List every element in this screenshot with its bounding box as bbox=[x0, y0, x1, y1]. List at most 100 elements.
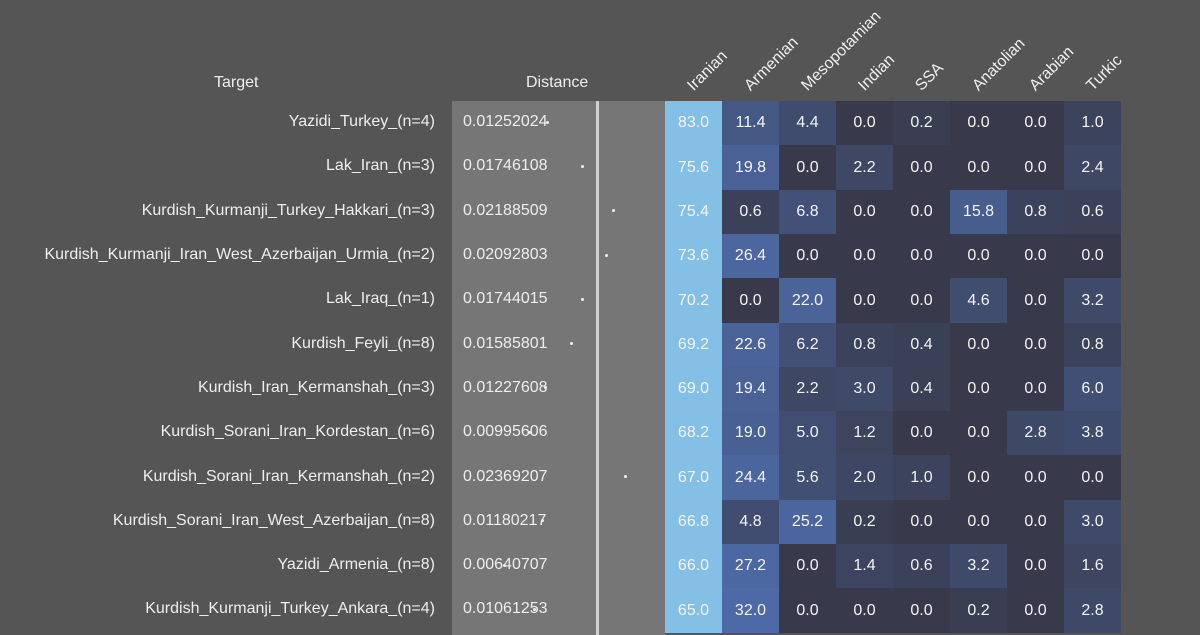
heatmap-cell: 1.2 bbox=[836, 411, 893, 456]
heatmap-cell: 1.0 bbox=[1064, 101, 1121, 146]
heatmap-cell: 66.8 bbox=[665, 499, 722, 545]
heatmap-cell: 0.0 bbox=[836, 233, 893, 279]
heatmap-cell: 19.8 bbox=[722, 145, 779, 191]
row-target-label: Kurdish_Iran_Kermanshah_(n=3) bbox=[197, 378, 435, 396]
column-header-ssa: SSA bbox=[912, 59, 947, 95]
heatmap-cell: 2.0 bbox=[836, 455, 893, 501]
heatmap-cell: 0.4 bbox=[893, 366, 950, 412]
heatmap-cell: 66.0 bbox=[665, 544, 722, 589]
heatmap-cell: 67.0 bbox=[665, 455, 722, 501]
heatmap-cell: 83.0 bbox=[665, 101, 722, 146]
heatmap-cell: 0.0 bbox=[1064, 455, 1121, 501]
column-header-armenian: Armenian bbox=[741, 33, 802, 95]
distance-column-header: Distance bbox=[526, 74, 589, 91]
heatmap-cell: 1.0 bbox=[893, 455, 950, 501]
heatmap-cell: 3.8 bbox=[1064, 411, 1121, 456]
heatmap-cell: 0.0 bbox=[893, 145, 950, 191]
column-header-anatolian: Anatolian bbox=[969, 35, 1029, 95]
row-target-label: Lak_Iraq_(n=1) bbox=[326, 290, 435, 308]
heatmap-cell: 70.2 bbox=[665, 278, 722, 323]
heatmap-cell: 73.6 bbox=[665, 233, 722, 279]
heatmap-cell: 0.0 bbox=[893, 278, 950, 323]
heatmap-cell: 65.0 bbox=[665, 588, 722, 634]
distance-dot bbox=[580, 164, 584, 168]
row-distance-value: 0.01061253 bbox=[463, 600, 548, 618]
heatmap-cell: 5.6 bbox=[779, 455, 836, 501]
column-header-arabian: Arabian bbox=[1026, 43, 1078, 95]
distance-dot bbox=[546, 120, 550, 124]
heatmap-cell: 0.6 bbox=[722, 189, 779, 235]
heatmap-cell: 0.0 bbox=[950, 101, 1007, 146]
heatmap-cell: 0.0 bbox=[893, 411, 950, 456]
heatmap-cell: 1.4 bbox=[836, 544, 893, 589]
column-header-iranian: Iranian bbox=[684, 47, 731, 95]
heatmap-cell: 0.6 bbox=[893, 544, 950, 589]
heatmap-cell: 2.4 bbox=[1064, 145, 1121, 191]
target-column-header: Target bbox=[214, 74, 259, 91]
heatmap-cell: 4.8 bbox=[722, 499, 779, 545]
row-target-label: Kurdish_Kurmanji_Turkey_Ankara_(n=4) bbox=[145, 600, 435, 618]
heatmap-cell: 69.0 bbox=[665, 366, 722, 412]
heatmap-cell: 0.2 bbox=[950, 588, 1007, 634]
heatmap-cell: 0.0 bbox=[1064, 233, 1121, 279]
heatmap-cell: 2.2 bbox=[836, 145, 893, 191]
distance-dot bbox=[503, 563, 507, 567]
heatmap-cell: 0.0 bbox=[1007, 366, 1064, 412]
heatmap-cell: 0.0 bbox=[1007, 145, 1064, 191]
heatmap-cell: 6.0 bbox=[1064, 366, 1121, 412]
heatmap-cell: 0.8 bbox=[1064, 322, 1121, 368]
heatmap-cell: 0.0 bbox=[950, 499, 1007, 545]
row-distance-value: 0.01252024 bbox=[463, 113, 548, 131]
row-distance-value: 0.01585801 bbox=[463, 334, 548, 352]
heatmap-cell: 0.0 bbox=[950, 233, 1007, 279]
heatmap-cell: 0.2 bbox=[893, 101, 950, 146]
heatmap-cell: 0.0 bbox=[1007, 101, 1064, 146]
heatmap-cell: 4.6 bbox=[950, 278, 1007, 323]
distance-dot bbox=[580, 297, 584, 301]
heatmap-cell: 0.0 bbox=[950, 366, 1007, 412]
heatmap-cell: 0.0 bbox=[1007, 233, 1064, 279]
heatmap-cell: 0.0 bbox=[893, 499, 950, 545]
heatmap-cell: 3.0 bbox=[836, 366, 893, 412]
distance-dot bbox=[544, 386, 548, 390]
heatmap-cell: 22.0 bbox=[779, 278, 836, 323]
row-distance-value: 0.02092803 bbox=[463, 246, 548, 264]
heatmap-cell: 3.2 bbox=[1064, 278, 1121, 323]
heatmap-cell: 0.0 bbox=[893, 189, 950, 235]
heatmap-cell: 0.0 bbox=[836, 189, 893, 235]
row-distance-value: 0.01180217 bbox=[463, 511, 547, 529]
heatmap-cell: 0.0 bbox=[1007, 455, 1064, 501]
row-target-label: Kurdish_Sorani_Iran_West_Azerbaijan_(n=8… bbox=[112, 511, 435, 529]
row-distance-value: 0.02188509 bbox=[463, 201, 548, 219]
heatmap-cell: 0.0 bbox=[836, 278, 893, 323]
row-target-label: Kurdish_Feyli_(n=8) bbox=[291, 334, 435, 352]
heatmap-cell: 4.4 bbox=[779, 101, 836, 146]
heatmap-cell: 75.4 bbox=[665, 189, 722, 235]
heatmap-cell: 0.0 bbox=[722, 278, 779, 323]
heatmap-cell: 0.0 bbox=[779, 588, 836, 634]
heatmap-cell: 3.2 bbox=[950, 544, 1007, 589]
heatmap-cell: 0.6 bbox=[1064, 189, 1121, 235]
column-header-turkic: Turkic bbox=[1083, 51, 1126, 95]
row-target-label: Yazidi_Turkey_(n=4) bbox=[288, 113, 435, 131]
heatmap-cell: 6.2 bbox=[779, 322, 836, 368]
heatmap-cell: 2.2 bbox=[779, 366, 836, 412]
heatmap-cell: 6.8 bbox=[779, 189, 836, 235]
heatmap-cell: 0.0 bbox=[1007, 544, 1064, 589]
heatmap-cell: 0.0 bbox=[1007, 278, 1064, 323]
heatmap-cell: 0.0 bbox=[779, 544, 836, 589]
row-target-label: Lak_Iran_(n=3) bbox=[326, 157, 435, 175]
distance-dot bbox=[604, 253, 608, 257]
heatmap-cell: 27.2 bbox=[722, 544, 779, 589]
heatmap-cell: 26.4 bbox=[722, 233, 779, 279]
row-target-label: Kurdish_Sorani_Iran_Kermanshah_(n=2) bbox=[142, 467, 435, 485]
row-distance-value: 0.00995606 bbox=[463, 423, 548, 441]
row-distance-value: 0.01744015 bbox=[463, 290, 548, 308]
heatmap-cell: 2.8 bbox=[1007, 411, 1064, 456]
heatmap-cell: 0.4 bbox=[893, 322, 950, 368]
heatmap-cell: 24.4 bbox=[722, 455, 779, 501]
row-target-label: Kurdish_Kurmanji_Iran_West_Azerbaijan_Ur… bbox=[44, 246, 435, 264]
heatmap-cell: 0.0 bbox=[836, 101, 893, 146]
heatmap-cell: 0.0 bbox=[1007, 499, 1064, 545]
